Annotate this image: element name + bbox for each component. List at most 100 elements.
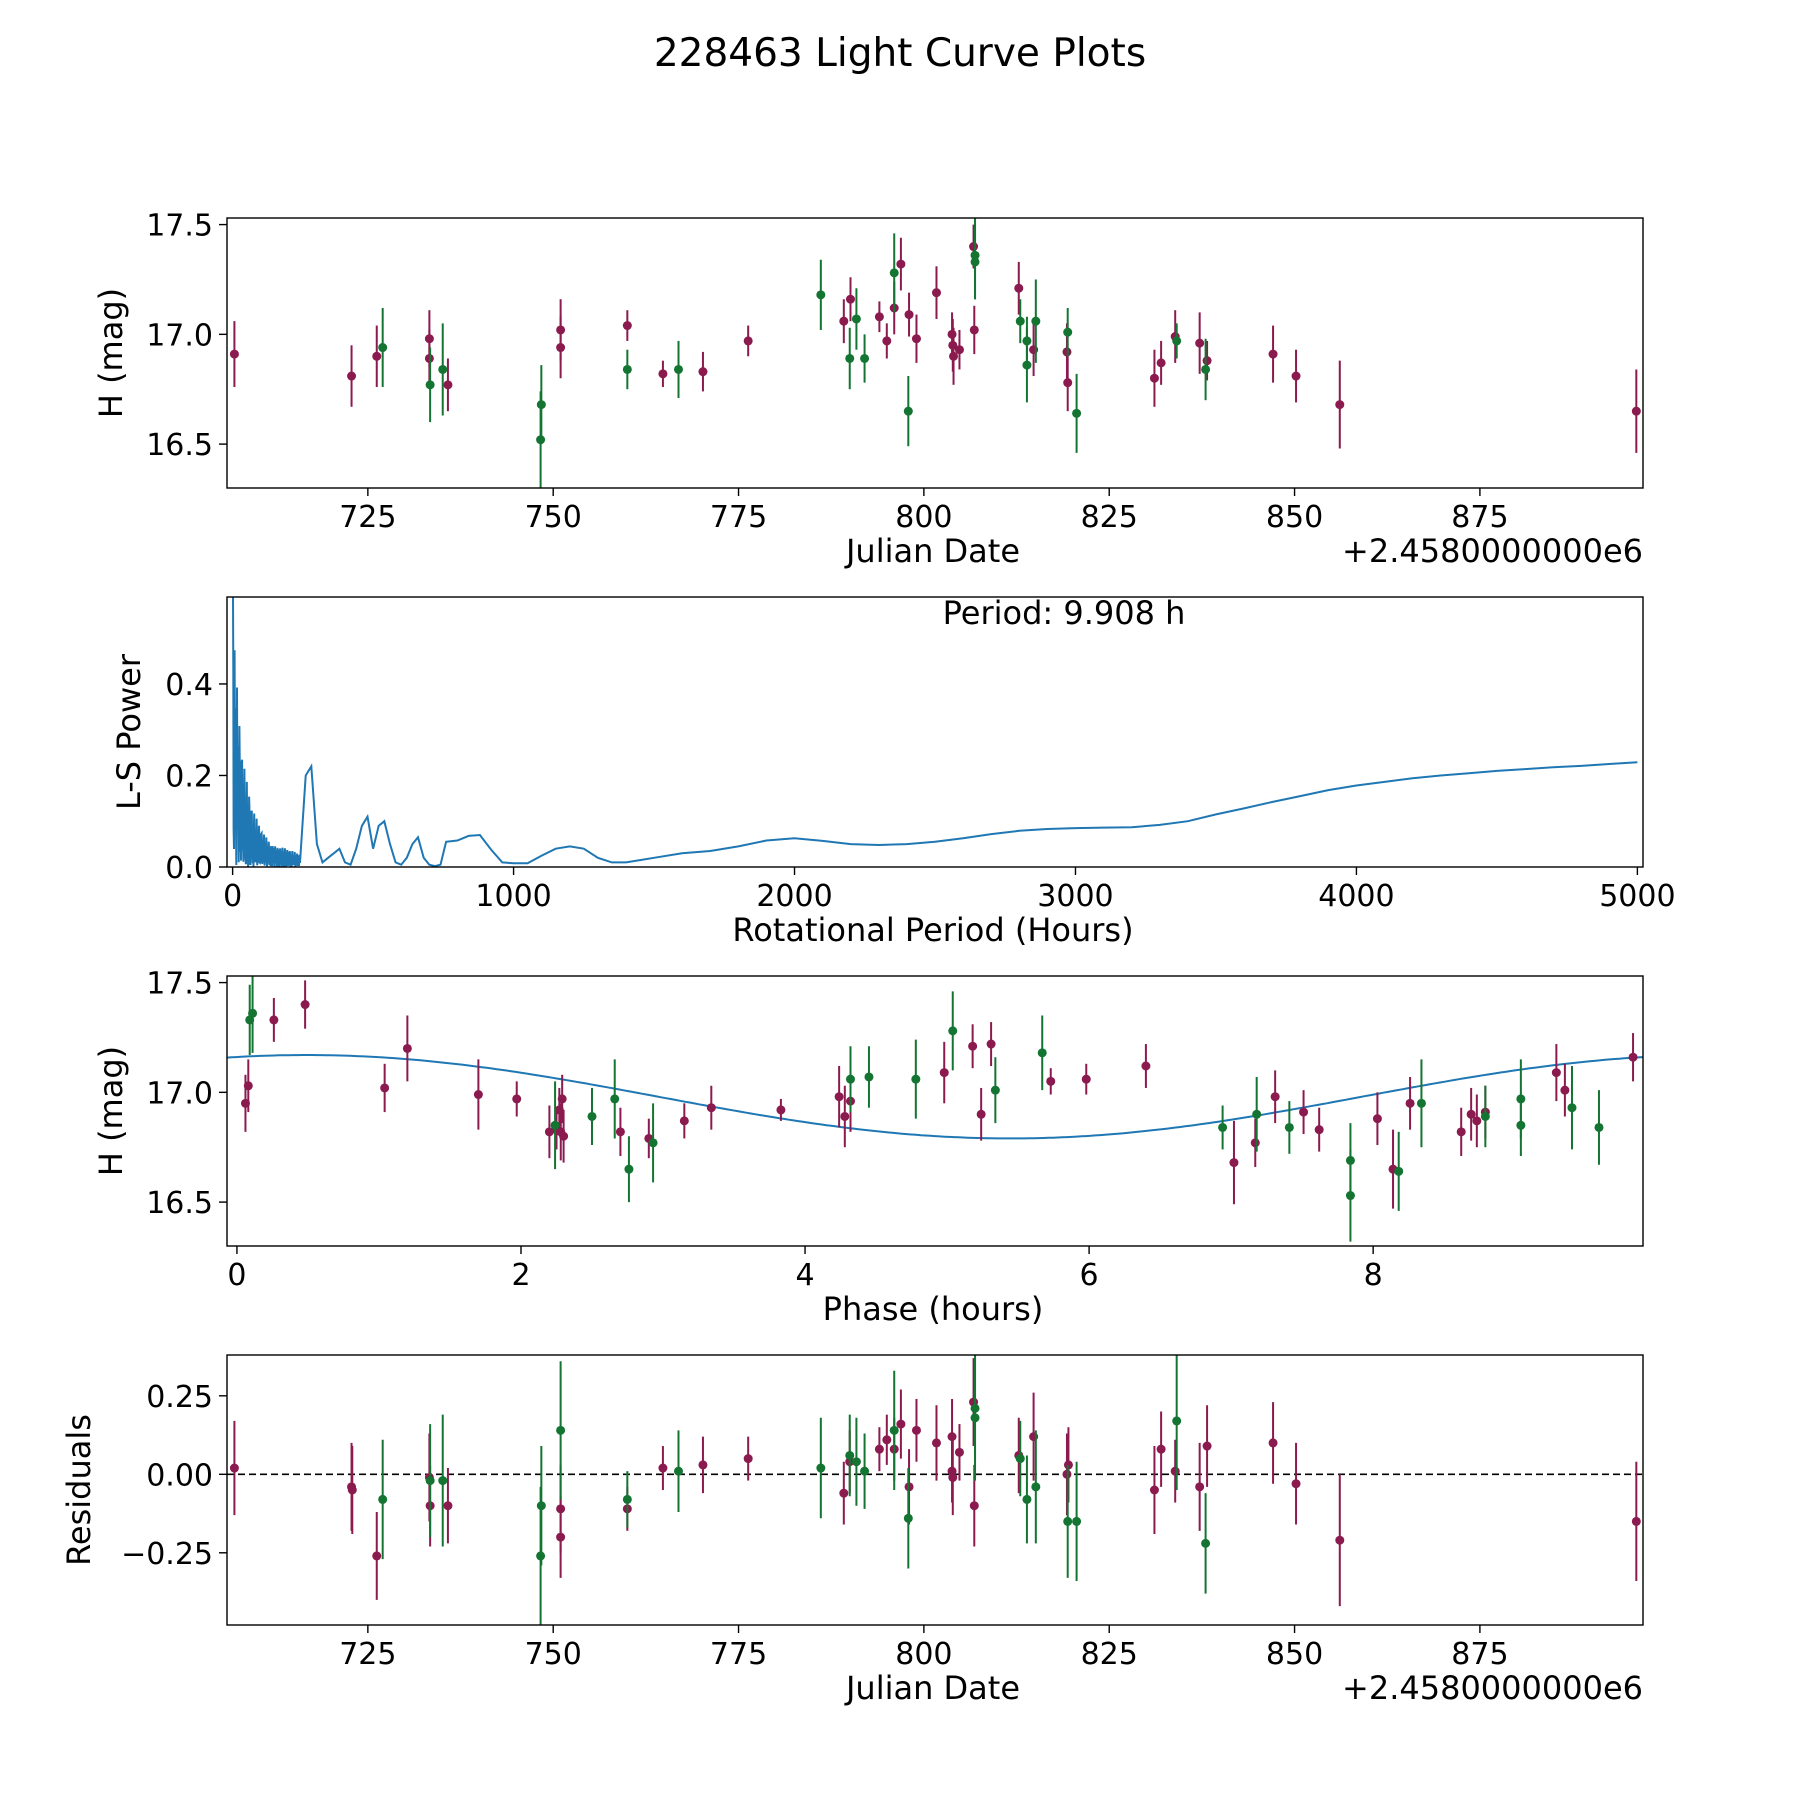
data-point <box>556 1425 566 1435</box>
data-point <box>986 1039 996 1049</box>
data-point <box>673 1466 683 1476</box>
data-point <box>839 316 849 326</box>
data-point <box>1291 371 1301 381</box>
data-point <box>1218 1122 1228 1132</box>
x-tick-label: 800 <box>895 500 952 535</box>
figure-title: 228463 Light Curve Plots <box>654 31 1146 76</box>
x-tick-label: 725 <box>339 1637 396 1672</box>
x-tick-label: 0 <box>223 879 242 914</box>
data-point <box>1314 1125 1324 1135</box>
y-axis-label: H (mag) <box>92 288 130 418</box>
y-tick-label: 0.0 <box>165 851 213 886</box>
data-point <box>1014 283 1024 293</box>
data-point <box>1046 1076 1056 1086</box>
series-red-filter <box>240 980 1638 1209</box>
x-tick-label: 1000 <box>475 879 551 914</box>
series-green-filter <box>378 218 1211 488</box>
data-point <box>622 364 632 374</box>
data-point <box>1201 364 1211 374</box>
data-point <box>1268 1438 1278 1448</box>
data-point <box>845 353 855 363</box>
y-tick-label: 0.2 <box>165 759 213 794</box>
data-point <box>378 1494 388 1504</box>
data-point <box>1063 378 1073 388</box>
data-point <box>622 1494 632 1504</box>
x-tick-label: 875 <box>1451 1637 1508 1672</box>
data-point <box>1081 1074 1091 1084</box>
data-point <box>1031 316 1041 326</box>
periodogram-panel: 0 1000 2000 3000 4000 5000 0.0 0.2 0.4 Rotational… <box>110 594 1676 949</box>
data-point <box>1195 338 1205 348</box>
data-point <box>1567 1103 1577 1113</box>
y-tick-label: 16.5 <box>146 428 213 463</box>
x-tick-label: 6 <box>1080 1258 1099 1293</box>
x-tick-label: 725 <box>339 500 396 535</box>
data-point <box>931 1438 941 1448</box>
data-point <box>544 1127 554 1137</box>
data-point <box>438 364 448 374</box>
y-tick-label: 0.4 <box>165 668 213 703</box>
x-axis-label: Rotational Period (Hours) <box>732 911 1133 949</box>
data-point <box>1072 408 1082 418</box>
x-tick-label: 775 <box>710 500 767 535</box>
data-point <box>1456 1127 1466 1137</box>
data-point <box>1416 1098 1426 1108</box>
data-point <box>1335 400 1345 410</box>
x-tick-label: 825 <box>1081 1637 1138 1672</box>
x-tick-label: 825 <box>1081 500 1138 535</box>
data-point <box>889 1425 899 1435</box>
plot-area <box>232 597 1638 867</box>
data-point <box>990 1085 1000 1095</box>
y-tick-label: 0.25 <box>146 1380 213 1415</box>
x-tick-label: 3000 <box>1037 879 1113 914</box>
data-point <box>1466 1109 1476 1119</box>
data-point <box>1229 1158 1239 1168</box>
data-point <box>1149 1485 1159 1495</box>
data-point <box>882 1435 892 1445</box>
data-point <box>903 406 913 416</box>
data-point <box>970 257 980 267</box>
data-point <box>851 1457 861 1467</box>
axes-frame <box>226 1354 1644 1626</box>
data-point <box>776 1105 786 1115</box>
data-point <box>1063 1516 1073 1526</box>
data-point <box>1250 1138 1260 1148</box>
data-point <box>556 343 566 353</box>
data-point <box>904 310 914 320</box>
y-tick-label: 17.0 <box>146 1076 213 1111</box>
data-point <box>610 1094 620 1104</box>
data-point <box>556 1532 566 1542</box>
data-point <box>438 1476 448 1486</box>
data-point <box>1480 1111 1490 1121</box>
data-point <box>557 1094 567 1104</box>
x-tick-label: 800 <box>895 1637 952 1672</box>
data-point <box>969 1501 979 1511</box>
data-point <box>969 325 979 335</box>
data-point <box>443 1501 453 1511</box>
x-tick-label: 750 <box>525 1637 582 1672</box>
data-point <box>969 242 979 252</box>
x-axis-label: Julian Date <box>844 532 1020 570</box>
data-point <box>1172 1416 1182 1426</box>
axes-frame <box>226 596 1644 868</box>
data-point <box>976 1109 986 1119</box>
periodogram-curve <box>232 597 1638 867</box>
data-point <box>300 1000 310 1010</box>
data-point <box>1516 1120 1526 1130</box>
model-fit-curve <box>227 1054 1643 1140</box>
y-axis-label: L-S Power <box>110 653 148 810</box>
data-point <box>911 1425 921 1435</box>
y-tick-label: 17.5 <box>146 967 213 1002</box>
data-point <box>347 1485 357 1495</box>
data-point <box>816 1463 826 1473</box>
data-point <box>658 1463 668 1473</box>
data-point <box>1594 1122 1604 1132</box>
data-point <box>903 1513 913 1523</box>
x-offset-text: +2.4580000000e6 <box>1342 532 1643 570</box>
data-point <box>954 345 964 355</box>
x-tick-label: 875 <box>1451 500 1508 535</box>
y-tick-label: 17.5 <box>146 209 213 244</box>
data-point <box>698 1460 708 1470</box>
data-point <box>851 314 861 324</box>
